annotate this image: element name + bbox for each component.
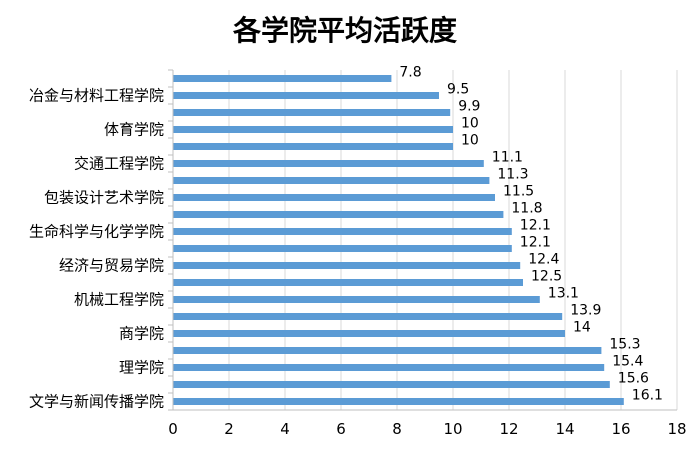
data-label: 12.5 <box>531 269 562 285</box>
x-tick-label: 8 <box>392 420 402 438</box>
data-label: 13.9 <box>570 303 601 319</box>
data-label: 15.3 <box>609 337 640 353</box>
data-label: 7.8 <box>399 65 421 81</box>
data-label: 10 <box>461 133 479 149</box>
bar <box>173 245 512 252</box>
data-label: 15.4 <box>612 354 643 370</box>
data-label: 14 <box>573 320 591 336</box>
x-tick-label: 2 <box>224 420 234 438</box>
x-tick-label: 14 <box>555 420 574 438</box>
gridlines <box>228 70 678 410</box>
bar <box>173 160 484 167</box>
bar <box>173 330 565 337</box>
data-label: 12.1 <box>520 218 551 234</box>
chart-title: 各学院平均活跃度 <box>232 14 457 47</box>
x-tick-label: 0 <box>168 420 178 438</box>
y-category-label: 商学院 <box>119 325 164 343</box>
data-label: 12.4 <box>528 252 559 268</box>
bar <box>173 381 610 388</box>
bar <box>173 75 392 82</box>
bar <box>173 279 523 286</box>
bar <box>173 228 512 235</box>
data-label: 10 <box>461 116 479 132</box>
data-label: 11.3 <box>497 167 528 183</box>
y-category-label: 包装设计艺术学院 <box>44 189 164 207</box>
bar <box>173 364 605 371</box>
data-labels: 16.115.615.415.31413.913.112.512.412.112… <box>399 65 663 404</box>
bar <box>173 92 439 99</box>
bar <box>173 109 451 116</box>
y-category-label: 机械工程学院 <box>74 291 164 309</box>
bar <box>173 347 602 354</box>
bar <box>173 296 540 303</box>
data-label: 11.8 <box>511 201 542 217</box>
bar <box>173 143 453 150</box>
bar <box>173 177 490 184</box>
y-category-label: 体育学院 <box>104 121 164 139</box>
data-label: 9.9 <box>458 99 480 115</box>
y-category-label: 理学院 <box>119 359 164 377</box>
y-category-label: 生命科学与化学学院 <box>29 223 164 241</box>
y-category-label: 经济与贸易学院 <box>59 257 164 275</box>
x-tick-label: 16 <box>611 420 630 438</box>
bar <box>173 398 624 405</box>
x-tick-label: 4 <box>280 420 290 438</box>
y-category-label: 交通工程学院 <box>74 155 164 173</box>
x-tick-label: 6 <box>336 420 346 438</box>
x-tick-label: 10 <box>443 420 462 438</box>
x-tick-label: 18 <box>667 420 686 438</box>
data-label: 15.6 <box>618 371 649 387</box>
bar <box>173 126 453 133</box>
data-label: 11.1 <box>492 150 523 166</box>
x-tick-label: 12 <box>499 420 518 438</box>
y-category-label: 文学与新闻传播学院 <box>29 393 164 411</box>
data-label: 11.5 <box>503 184 534 200</box>
y-category-label: 冶金与材料工程学院 <box>29 87 164 105</box>
bar <box>173 262 521 269</box>
axes: 0 2 4 6 8 10 12 14 16 18 文学与新闻传播学院 理学院 商学院 机械工程学院 经济与贸… <box>29 69 687 438</box>
bar <box>173 313 563 320</box>
data-label: 12.1 <box>520 235 551 251</box>
bars <box>173 75 624 405</box>
bar <box>173 211 504 218</box>
bar <box>173 194 495 201</box>
data-label: 16.1 <box>632 388 663 404</box>
data-label: 13.1 <box>548 286 579 302</box>
data-label: 9.5 <box>447 82 469 98</box>
